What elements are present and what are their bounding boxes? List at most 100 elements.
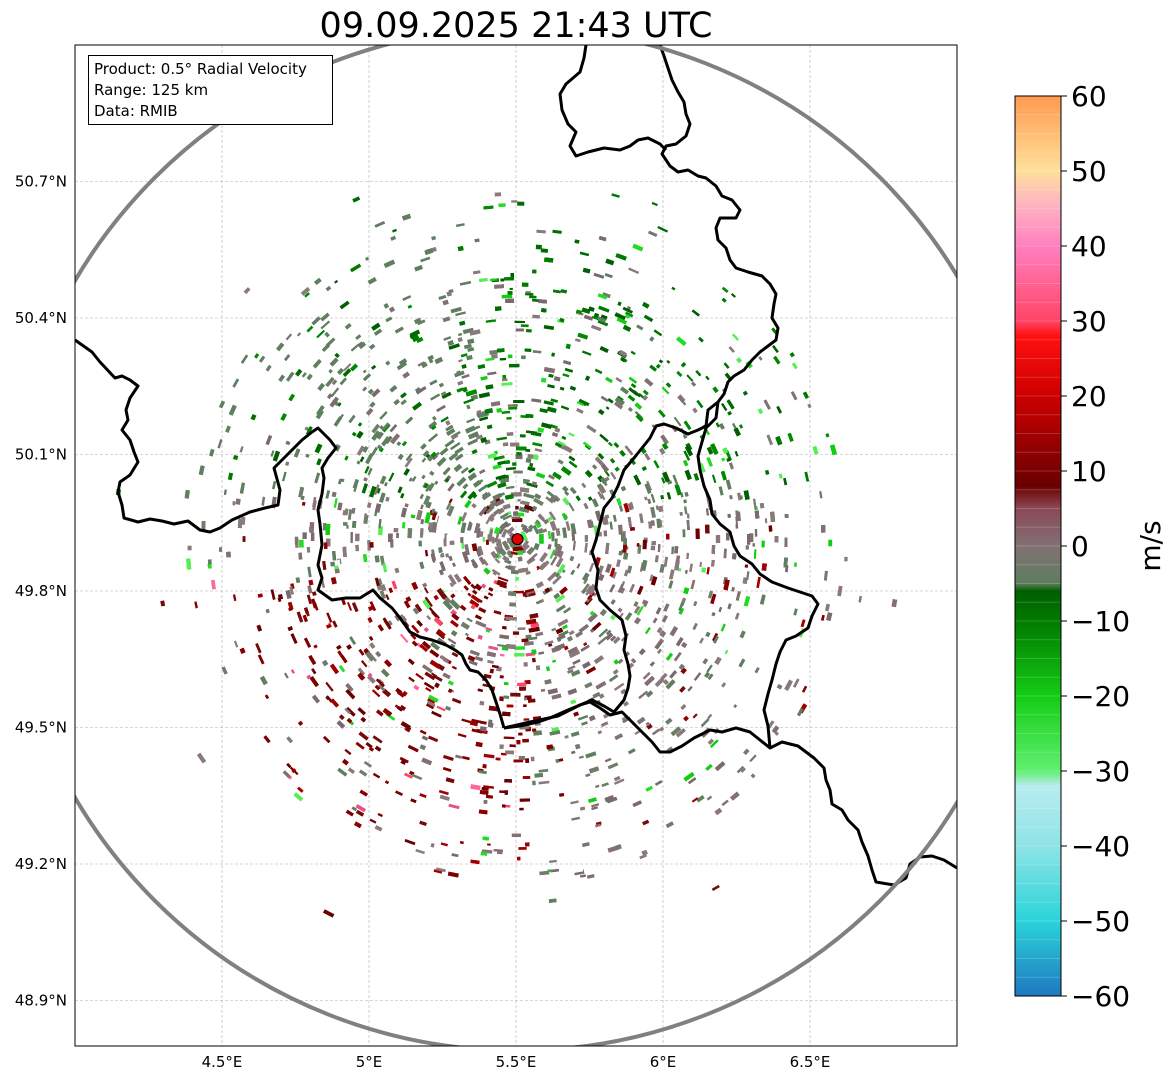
echo-gate — [431, 522, 438, 533]
echo-gate — [595, 681, 607, 690]
echo-gate — [517, 856, 521, 861]
echo-gate — [564, 368, 573, 373]
echo-gate — [371, 322, 381, 331]
echo-gate — [684, 545, 689, 553]
echo-gate — [271, 480, 277, 490]
echo-gate — [508, 363, 520, 368]
echo-gate — [597, 491, 604, 500]
echo-gate — [436, 456, 447, 467]
echo-gate — [739, 495, 743, 500]
echo-gate — [460, 621, 470, 630]
echo-gate — [614, 776, 621, 782]
echo-gate — [732, 553, 737, 560]
radar-site-marker[interactable] — [511, 533, 524, 546]
echo-gate — [424, 512, 431, 524]
echo-gate — [306, 594, 313, 605]
echo-gate — [665, 652, 674, 661]
echo-gate — [284, 672, 289, 679]
echo-gate — [522, 738, 529, 743]
echo-gate — [350, 532, 353, 543]
echo-gate — [586, 424, 597, 433]
echo-gate — [768, 525, 773, 532]
echo-gate — [410, 514, 416, 519]
echo-gate — [377, 812, 383, 818]
echo-gate — [584, 469, 593, 478]
echo-gate — [478, 770, 487, 775]
echo-gate — [447, 574, 457, 586]
echo-gate — [494, 553, 500, 559]
echo-gate — [496, 436, 507, 441]
echo-gate — [610, 471, 617, 480]
echo-gate — [641, 559, 648, 571]
echo-gate — [723, 579, 730, 591]
echo-gate — [588, 562, 595, 573]
echo-gate — [381, 668, 390, 678]
echo-gate — [528, 698, 536, 703]
echo-gate — [399, 614, 407, 623]
echo-gate — [240, 354, 249, 364]
echo-gate — [574, 239, 580, 244]
map-title: 09.09.2025 21:43 UTC — [320, 6, 713, 46]
echo-gate — [665, 821, 674, 829]
echo-gate — [401, 441, 407, 447]
echo-gate — [233, 455, 239, 461]
echo-gate — [686, 513, 690, 519]
echo-gate — [588, 715, 596, 722]
map-panel[interactable] — [5, 28, 1030, 1051]
echo-gate — [605, 376, 613, 384]
echo-gate — [609, 458, 616, 464]
echo-gate — [388, 587, 394, 593]
echo-gate — [568, 601, 575, 608]
echo-gate — [616, 317, 627, 325]
echo-gate — [510, 692, 521, 697]
product-label: Product: 0.5° Radial Velocity — [94, 60, 307, 78]
echo-gate — [705, 763, 713, 771]
echo-gate — [550, 868, 560, 873]
echo-gate — [492, 571, 498, 576]
echo-gate — [369, 818, 377, 824]
echo-gate — [759, 594, 766, 605]
echo-gate — [736, 357, 742, 364]
echo-gate — [363, 477, 368, 482]
echo-gate — [772, 345, 779, 353]
echo-gate — [364, 466, 370, 474]
echo-gate — [235, 498, 241, 505]
echo-gate — [466, 617, 473, 623]
echo-gate — [331, 550, 337, 561]
echo-gate — [597, 730, 603, 735]
echo-gate — [457, 332, 463, 337]
echo-gate — [783, 557, 788, 568]
echo-gate — [499, 357, 507, 361]
echo-gate — [282, 770, 291, 779]
echo-gate — [564, 735, 569, 739]
echo-gate — [270, 589, 276, 600]
echo-gate — [472, 719, 479, 724]
echo-gate — [519, 798, 531, 802]
echo-gate — [570, 731, 580, 737]
echo-gate — [243, 287, 251, 295]
echo-gate — [385, 360, 391, 366]
echo-gate — [348, 414, 356, 424]
echo-gate — [750, 773, 756, 779]
echo-gate — [636, 605, 644, 616]
echo-gate — [403, 600, 411, 609]
echo-gate — [679, 512, 683, 516]
echo-gate — [577, 332, 589, 340]
echo-gate — [456, 476, 467, 487]
echo-gate — [382, 563, 388, 573]
colorbar-tick-label: −60 — [1071, 980, 1130, 1013]
echo-gate — [515, 454, 523, 460]
echo-gate — [568, 432, 575, 438]
echo-gate — [531, 481, 537, 486]
echo-gate — [699, 561, 703, 568]
echo-gate — [598, 236, 607, 242]
echo-gate — [757, 408, 764, 415]
echo-gate — [622, 324, 632, 332]
border-luxembourg-germany — [696, 401, 820, 749]
echo-gate — [280, 412, 288, 421]
echo-gate — [603, 530, 608, 537]
echo-gate — [453, 430, 461, 437]
echo-gate — [641, 466, 647, 472]
echo-gate — [485, 794, 493, 799]
echo-gate — [337, 413, 344, 422]
